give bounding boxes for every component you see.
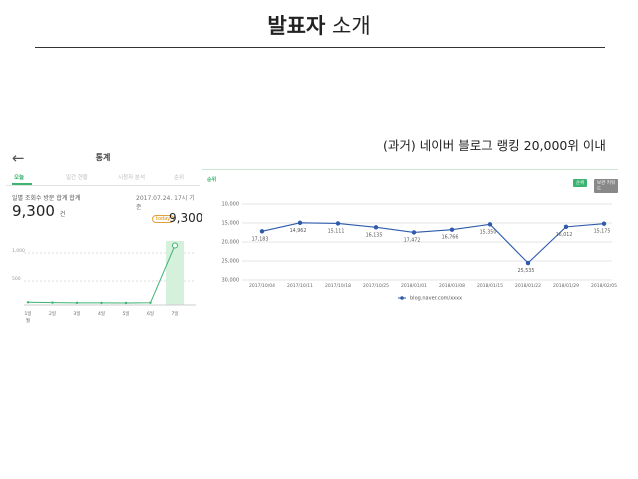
ranking-note: (과거) 네이버 블로그 랭킹 20,000위 이내 (383, 138, 606, 153)
blog-data-label: 14,962 (290, 228, 307, 234)
blog-x-tick: 2018/01/29 (553, 283, 579, 289)
blog-series-line (261, 222, 605, 264)
blog-x-tick: 2018/01/15 (477, 283, 503, 289)
blog-rank-panel: 10,000 15,000 20,000 25,000 30,000 17,183 2017… (202, 169, 618, 318)
blog-data-label: 15,111 (328, 228, 345, 234)
blog-point (449, 227, 455, 232)
tab-today[interactable]: 오늘 (14, 175, 25, 181)
phone-x-sub: 월 (26, 317, 30, 324)
blog-x-tick: 2017/10/25 (363, 283, 389, 289)
blog-legend-marker (400, 296, 404, 300)
blog-x-tick: 2017/10/04 (249, 283, 275, 289)
phone-line-chart: 1,000 500 1일 2일 3일 4일 5일 6일 7일월 (12, 241, 196, 324)
stat-value: 9,300 건 (12, 202, 65, 220)
phone-x-tick: 5일 (122, 310, 129, 317)
blog-point (601, 221, 607, 226)
blog-point (563, 224, 569, 230)
blog-y-tick: 30,000 (222, 278, 240, 284)
phone-x-tick: 2일 (49, 310, 56, 317)
slide-title: 발표자 소개 (0, 10, 638, 40)
phone-series-line (27, 245, 176, 304)
blog-x-tick: 2017/10/18 (325, 283, 351, 289)
slide-title-rest: 소개 (332, 14, 371, 38)
today-value: 9,300 (169, 211, 204, 225)
phone-x-tick: 1일 (24, 310, 31, 317)
phone-highlight-column (166, 241, 184, 305)
blog-point (487, 222, 493, 227)
blog-panel-label: 순위 (207, 177, 217, 183)
phone-y-tick: 500 (12, 276, 21, 282)
stat-date: 2017.07.24. 17시 기준 (136, 195, 195, 211)
phone-point-today (172, 242, 178, 249)
blog-point (335, 221, 341, 226)
blog-point (259, 229, 265, 234)
blog-data-label: 15,175 (594, 229, 611, 235)
blog-x-tick: 2018/01/22 (515, 283, 541, 289)
blog-point (525, 260, 531, 266)
phone-y-tick: 1,000 (12, 248, 25, 254)
phone-point (75, 301, 79, 305)
phone-point (26, 301, 30, 304)
blog-x-tick: 2018/01/08 (439, 283, 465, 289)
stat-unit: 건 (59, 211, 66, 218)
blog-rank-chart: 10,000 15,000 20,000 25,000 30,000 17,183 2017… (222, 202, 618, 302)
phone-point (149, 301, 152, 304)
blog-x-tick: 2017/10/11 (287, 283, 313, 289)
phone-point (51, 301, 54, 304)
phone-x-tick: 7일 (171, 310, 178, 317)
phone-point (124, 301, 128, 305)
keyword-button[interactable]: 보관 키워드 (594, 179, 618, 193)
blog-y-tick: 10,000 (222, 202, 240, 208)
tab-underline (12, 183, 32, 185)
stat-value-number: 9,300 (12, 202, 55, 220)
phone-header: ← 통계 (6, 147, 200, 169)
back-arrow-icon[interactable]: ← (12, 149, 25, 167)
blog-data-label: 15,350 (480, 229, 497, 235)
blog-point (297, 220, 303, 226)
blog-data-label: 16,766 (442, 235, 459, 241)
blog-legend-text: blog.naver.com/xxxx (410, 296, 462, 302)
phone-title: 통계 (95, 153, 111, 162)
blog-data-label: 17,183 (252, 236, 269, 242)
phone-x-tick: 4일 (98, 310, 105, 317)
blog-y-tick: 25,000 (222, 259, 240, 265)
blog-y-tick: 15,000 (222, 221, 240, 227)
tab-viewers[interactable]: 시청자 분석 (118, 175, 146, 181)
blog-data-label: 17,472 (404, 237, 421, 243)
blog-y-tick: 20,000 (222, 240, 240, 246)
stat-label: 일별 조회수 방문 합계 합계 (12, 195, 81, 202)
tab-rank[interactable]: 순위 (174, 175, 185, 181)
phone-x-tick: 3일 (73, 310, 80, 317)
blog-x-tick: 2018/01/01 (401, 283, 427, 289)
title-divider (35, 47, 605, 48)
tab-daily[interactable]: 일간 현황 (66, 175, 88, 181)
phone-x-tick: 6일 (147, 310, 154, 317)
blog-data-label: 16,135 (366, 232, 383, 238)
today-badge: today (152, 215, 175, 223)
blog-x-tick: 2018/02/05 (591, 283, 617, 289)
blog-data-label: 16,012 (556, 232, 573, 238)
phone-tabs: 오늘 일간 현황 시청자 분석 순위 (6, 169, 200, 186)
rank-button[interactable]: 순위 (573, 179, 588, 187)
slide-title-bold: 발표자 (267, 14, 326, 38)
phone-point (100, 301, 103, 305)
blog-data-label: 25,535 (518, 268, 535, 274)
blog-point (411, 230, 417, 235)
phone-stats-screenshot: ← 통계 오늘 일간 현황 시청자 분석 순위 일별 조회수 방문 합계 합계 … (6, 147, 204, 337)
blog-point (373, 225, 379, 230)
